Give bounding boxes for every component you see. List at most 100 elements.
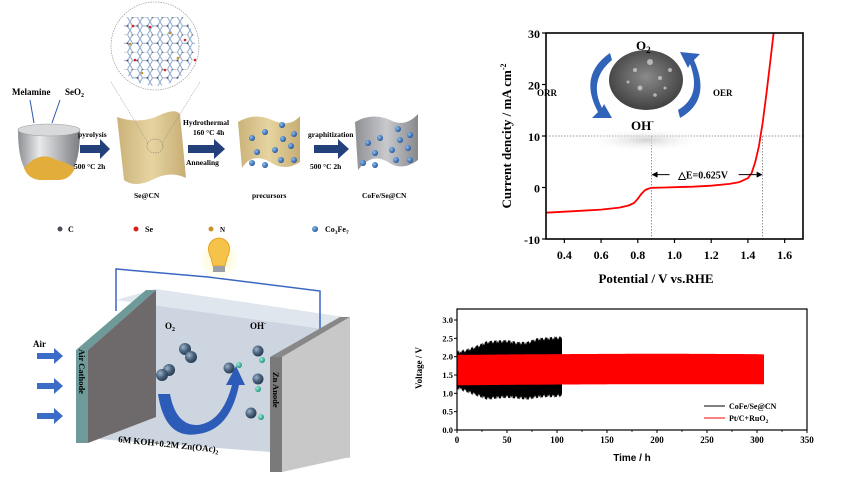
cycling-ytick-label: 0.0: [442, 425, 453, 435]
cycling-chart: 0 50 100 150 200 250 300 350 0.0 0.5 1.0 1.5 2.0 2.5 3…: [414, 308, 814, 464]
lsv-xtick-label: 1.2: [704, 248, 719, 262]
reagent-arrow: [51, 99, 61, 124]
delta-e-arrowhead-right: [756, 171, 763, 178]
oer-cycle-arrow: [678, 52, 701, 118]
cofe-particles: [360, 126, 413, 168]
legend-label-co3fe7: Co3Fe7: [325, 225, 349, 236]
sem-image: [609, 50, 683, 110]
step2-bottom: Annealing: [186, 158, 219, 167]
lsv-ytick-label: 30: [528, 27, 540, 41]
step3-bottom: 500 °C 2h: [310, 162, 342, 171]
orr-label: ORR: [537, 88, 558, 98]
cycling-xtick-label: 0: [455, 435, 460, 445]
legend-label-ptc: Pt/C+RuO2: [729, 414, 769, 425]
air-inflow-arrows: [37, 348, 63, 424]
air-cathode: [76, 350, 88, 443]
cycling-legend: CoFe/Se@CN Pt/C+RuO2: [704, 402, 777, 425]
zn-air-battery: Air Air Cathode Zn Anode O2 OH- 6M KOH+0…: [33, 237, 350, 472]
oh-species-label: OH-: [631, 117, 654, 133]
precursors-sheet: [238, 116, 300, 168]
step-arrow-3: [314, 139, 349, 159]
lsv-xtick-label: 1.6: [777, 248, 792, 262]
cycling-ylabel: Voltage / V: [414, 347, 424, 390]
oh-label: OH-: [250, 321, 266, 331]
cycling-ytick-label: 1.0: [442, 388, 453, 398]
step3-top: graphitization: [308, 130, 354, 139]
cycling-xtick-label: 50: [503, 435, 513, 445]
step1-top: pyrolysis: [78, 130, 107, 139]
lsv-xtick-label: 1.4: [740, 248, 755, 262]
scheme-panel: Melamine SeO2 pyrolysis 500 °C 2h Se@CN …: [12, 1, 418, 472]
lsv-ytick-label: -10: [524, 233, 540, 247]
lsv-ytick-label: 10: [528, 130, 540, 144]
legend-label-cofe: CoFe/Se@CN: [729, 402, 777, 411]
oh-molecules: [223, 345, 265, 420]
legend-dot-n: [208, 226, 214, 232]
lsv-line-cofe-se-cn: [545, 32, 775, 214]
cycling-ytick-label: 0.5: [442, 407, 453, 417]
anode-label: Zn Anode: [271, 372, 281, 408]
element-legend: C Se N Co3Fe7: [57, 225, 349, 236]
cycling-xtick-label: 350: [800, 435, 814, 445]
cycling-xlabel: Time / h: [613, 453, 651, 464]
legend-dot-c: [57, 226, 63, 232]
lsv-series: [545, 32, 775, 214]
lsv-xtick-label: 0.4: [557, 248, 572, 262]
o2-species-label: O2: [636, 38, 651, 55]
zn-anode: [270, 357, 282, 472]
lsv-inset: O2 OH- ORR OER: [537, 38, 733, 152]
cycling-ytick-label: 3.0: [442, 315, 453, 325]
cycling-axes: 0 50 100 150 200 250 300 350 0.0 0.5 1.0 1.5 2.0 2.5 3…: [442, 308, 814, 445]
cathode-label: Air Cathode: [77, 349, 87, 394]
magnify-line: [161, 81, 201, 144]
legend-label-se: Se: [145, 225, 153, 234]
step1-bottom: 500 °C 2h: [74, 162, 106, 171]
crucible-icon: [17, 123, 81, 180]
cycling-ytick-label: 1.5: [442, 370, 453, 380]
cycling-series: [457, 335, 764, 401]
lsv-xtick-label: 0.8: [630, 248, 645, 262]
lsv-xtick-label: 0.6: [594, 248, 609, 262]
lsv-ylabel: Current dencity / mA cm-2: [499, 63, 514, 208]
oer-label: OER: [713, 88, 733, 98]
o2-label: O2: [165, 321, 175, 333]
o2-molecules: [156, 343, 197, 381]
cycling-xtick-label: 150: [600, 435, 614, 445]
delta-e-label: △E=0.625V: [677, 171, 729, 182]
product-cofe-se-cn: CoFe/Se@CN: [362, 191, 407, 200]
legend-label-c: C: [68, 225, 74, 234]
delta-e-arrowhead-left: [651, 171, 658, 178]
cycling-xtick-label: 200: [650, 435, 664, 445]
cycling-ytick-label: 2.0: [442, 352, 453, 362]
cycling-xtick-label: 300: [750, 435, 764, 445]
reagent-arrow: [29, 99, 35, 124]
legend-label-n: N: [220, 226, 225, 234]
lsv-chart: O2 OH- ORR OER 0.4 0.6 0.8 1.0 1.2 1.4 1.6 -10 0…: [499, 27, 804, 286]
step2-top2: 160 °C 4h: [193, 128, 225, 137]
orr-cycle-arrow: [590, 53, 612, 118]
precursor-particles: [249, 122, 297, 168]
delta-e-annotation: △E=0.625V: [651, 171, 763, 182]
external-wire: [115, 268, 321, 332]
legend-dot-co3fe7: [312, 226, 318, 232]
step2-top: Hydrothermal: [183, 118, 229, 127]
cycling-xtick-label: 250: [700, 435, 714, 445]
lattice-zoom-circle: [110, 1, 202, 91]
magnify-line: [110, 81, 149, 144]
lsv-ytick-label: 0: [534, 182, 540, 196]
lsv-xlabel: Potential / V vs.RHE: [598, 271, 713, 286]
lsv-axes: 0.4 0.6 0.8 1.0 1.2 1.4 1.6 -10 0 10 20 30: [524, 27, 804, 262]
cofe-se-cn-sheet: [355, 114, 418, 170]
cycling-band-pt-c-ruo2: [457, 353, 764, 386]
step-arrow-2: [188, 139, 225, 159]
air-label: Air: [33, 339, 46, 349]
magnify-circle-small: [146, 138, 164, 154]
reagent-melamine: Melamine: [12, 87, 51, 97]
light-bulb-icon: [200, 237, 238, 278]
se-cn-sheet: [117, 111, 186, 184]
lsv-xtick-label: 1.0: [667, 248, 682, 262]
reaction-arrow: [158, 366, 245, 435]
product-precursors: precursors: [252, 191, 287, 200]
legend-dot-se: [133, 226, 139, 232]
cycling-ytick-label: 2.5: [442, 333, 453, 343]
